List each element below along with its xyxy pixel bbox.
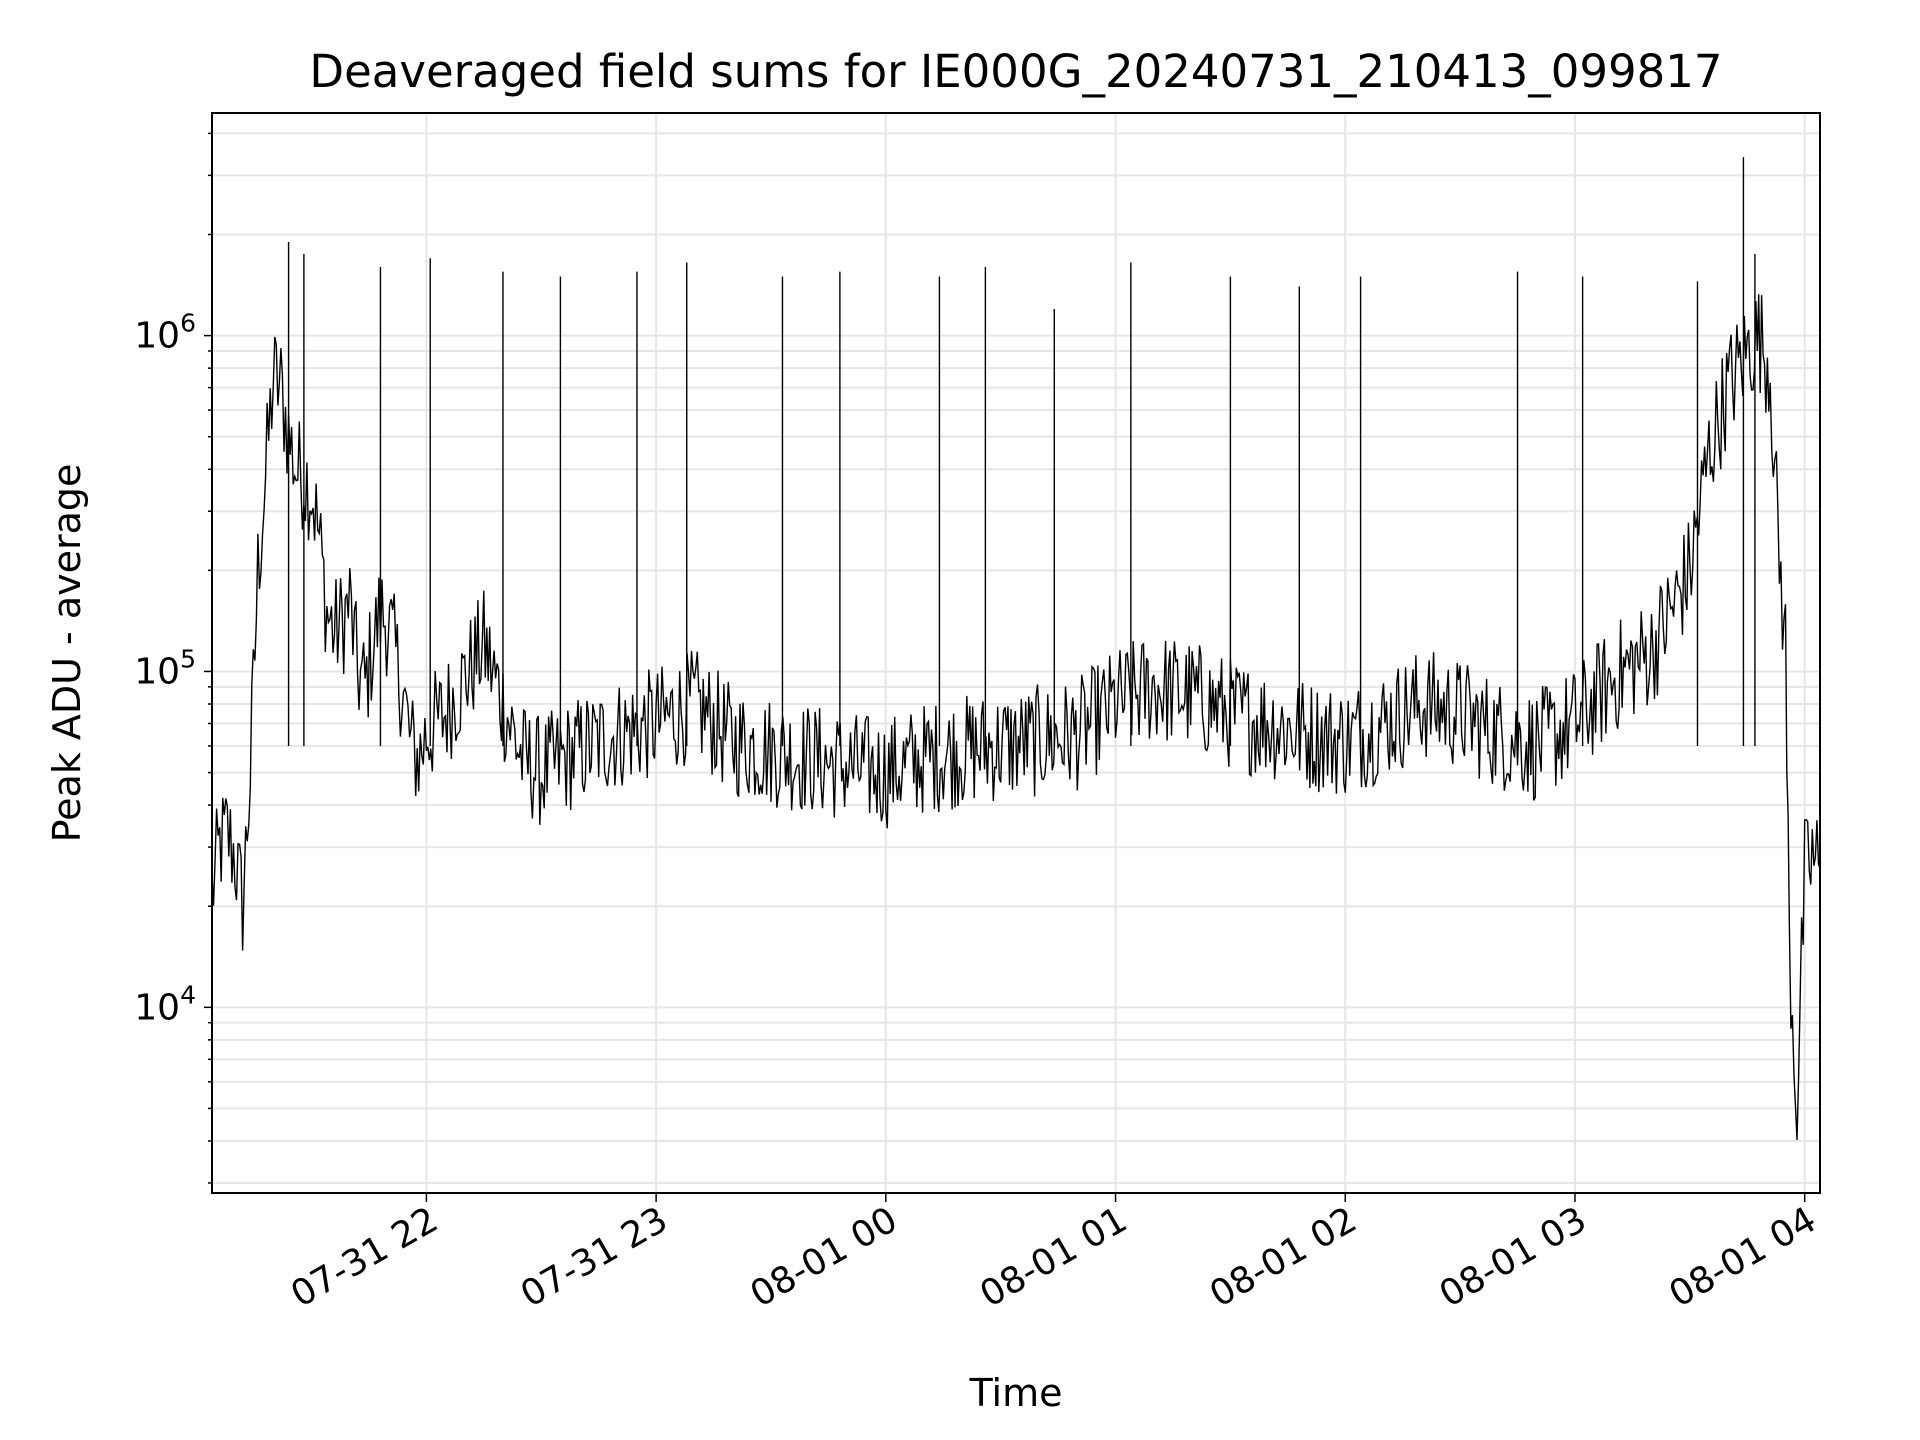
line-layer: [211, 157, 1821, 1141]
grid-layer: [212, 113, 1820, 1193]
y-tick-exponent: 6: [180, 309, 196, 338]
x-axis-label: Time: [969, 1371, 1063, 1415]
plot-frame: [211, 112, 1821, 1194]
y-tick-label: 106: [134, 309, 196, 357]
y-tick-exponent: 5: [180, 644, 196, 673]
chart-title: Deaveraged field sums for IE000G_2024073…: [309, 45, 1722, 98]
y-tick-base: 10: [134, 316, 180, 357]
y-tick-label: 104: [134, 980, 196, 1028]
series-line: [211, 294, 1821, 1141]
y-tick-label: 105: [134, 644, 196, 692]
y-tick-exponent: 4: [180, 980, 196, 1009]
y-tick-base: 10: [134, 651, 180, 692]
y-axis-label: Peak ADU - average: [45, 464, 89, 843]
y-tick-base: 10: [134, 987, 180, 1028]
